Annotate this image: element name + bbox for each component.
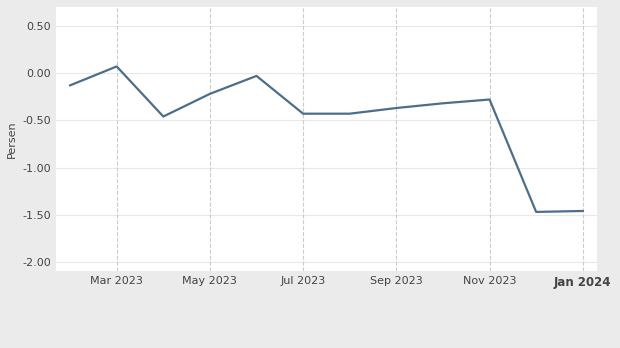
Kota Depok: [66, 83, 74, 87]
Kota Depok: [439, 101, 446, 105]
Kota Depok: [253, 74, 260, 78]
Kota Depok: [579, 209, 587, 213]
Kota Depok: [392, 106, 400, 110]
Line: Kota Depok: Kota Depok: [70, 66, 583, 212]
Kota Depok: [159, 114, 167, 119]
Kota Depok: [486, 97, 494, 102]
Kota Depok: [113, 64, 120, 69]
Kota Depok: [346, 112, 353, 116]
Kota Depok: [206, 92, 214, 96]
Kota Depok: [533, 210, 540, 214]
Kota Depok: [299, 112, 307, 116]
Y-axis label: Persen: Persen: [7, 120, 17, 158]
